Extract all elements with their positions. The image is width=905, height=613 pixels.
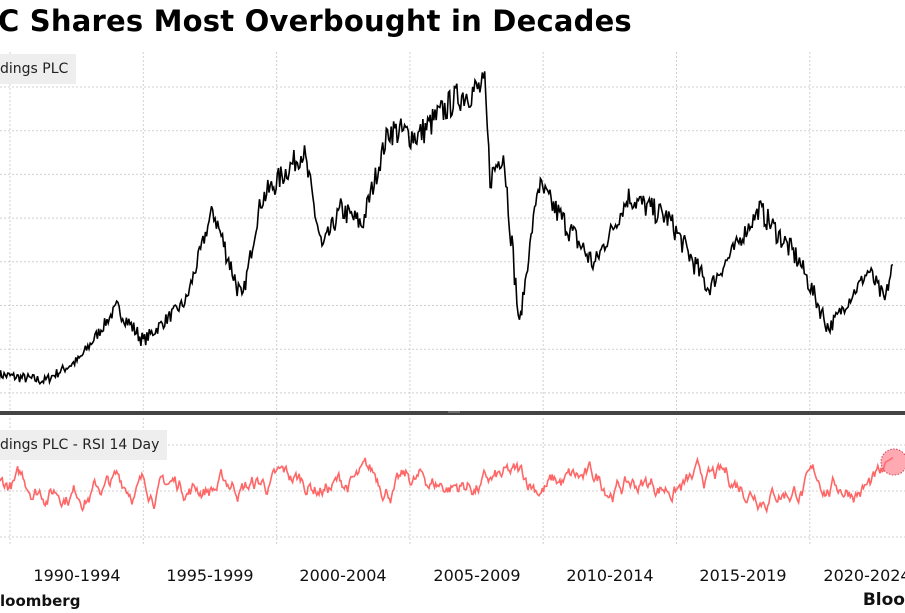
- x-tick-label: 1995-1999: [166, 566, 254, 585]
- bloomberg-logo: Bloo: [862, 590, 905, 610]
- x-tick-label: 1990-1994: [33, 566, 121, 585]
- rsi-highlight-marker: [880, 448, 905, 476]
- chart-title: C Shares Most Overbought in Decades: [0, 4, 632, 38]
- x-tick-label: 2015-2019: [699, 566, 787, 585]
- price-legend: dings PLC: [0, 54, 77, 84]
- source-label: loomberg: [0, 592, 81, 610]
- x-tick-label: 2000-2004: [299, 566, 387, 585]
- rsi-legend: dings PLC - RSI 14 Day: [0, 430, 168, 460]
- price-series-line: [0, 71, 894, 386]
- x-tick-label: 2020-2024: [823, 566, 905, 585]
- x-tick-label: 2005-2009: [433, 566, 521, 585]
- panel-divider: [0, 411, 905, 415]
- rsi-series-line: [0, 456, 894, 515]
- x-tick-label: 2010-2014: [566, 566, 654, 585]
